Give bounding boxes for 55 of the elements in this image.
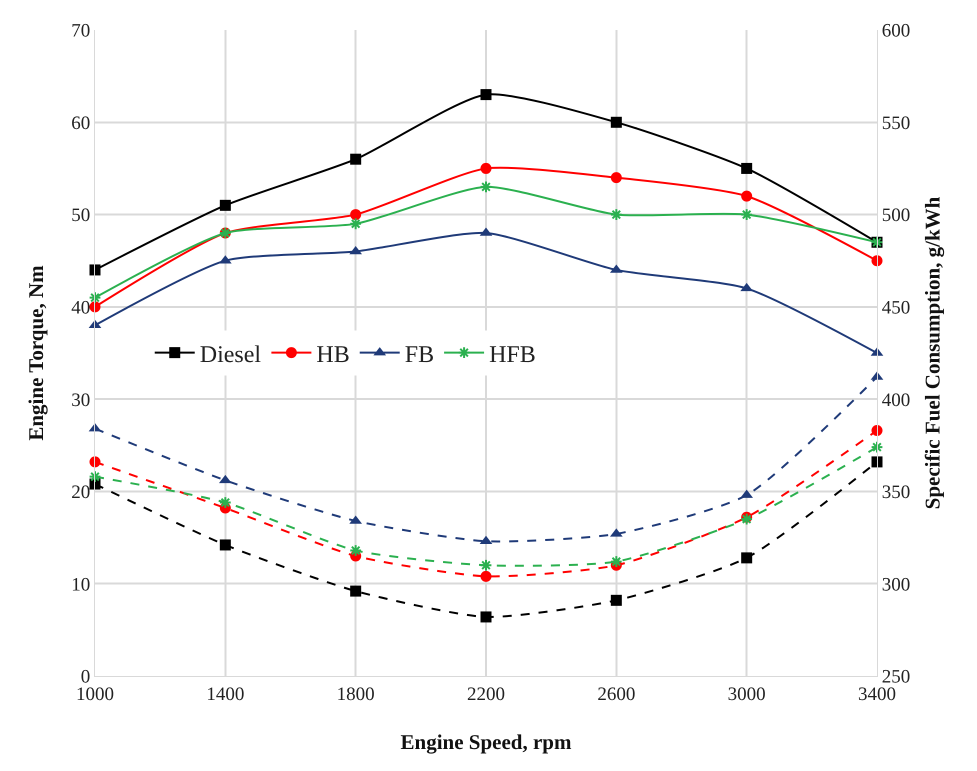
y2-tick-label: 600: [882, 20, 910, 42]
legend-label: HB: [316, 342, 350, 368]
point: [480, 611, 492, 622]
point: [90, 264, 100, 276]
legend-label: Diesel: [200, 342, 262, 368]
y2-tick-label: 500: [882, 205, 910, 226]
y-tick-label: 60: [71, 112, 90, 134]
point: [610, 208, 623, 221]
y2-tick-label: 450: [882, 298, 910, 319]
y-tick-label: 70: [71, 20, 90, 42]
point: [350, 154, 362, 165]
point: [870, 440, 884, 454]
y-axis-title: Engine Torque, Nm: [24, 264, 48, 441]
y-tick-label: 30: [71, 390, 90, 411]
point: [349, 217, 362, 230]
y2-axis-title: Specific Fuel Consumption, g/kWh: [920, 196, 944, 510]
point: [218, 496, 232, 509]
legend-label: HFB: [489, 342, 536, 368]
y-tick-label: 50: [71, 205, 90, 226]
point: [610, 555, 623, 568]
y2-tick-label: 350: [882, 482, 910, 504]
point: [740, 208, 754, 221]
y2-tick-label: 550: [882, 112, 910, 134]
point: [480, 570, 492, 582]
point: [480, 180, 492, 194]
point: [741, 162, 752, 174]
point: [610, 116, 622, 128]
point: [349, 544, 362, 557]
point: [220, 200, 231, 211]
y-tick-label: 40: [71, 298, 90, 319]
point: [220, 539, 231, 550]
point: [740, 512, 754, 526]
point: [872, 456, 882, 468]
y-tick-label: 20: [71, 482, 90, 504]
point: [480, 162, 492, 174]
y2-tick-label: 400: [882, 390, 910, 411]
x-tick-label: 1800: [336, 684, 375, 705]
x-axis-title: Engine Speed, rpm: [400, 730, 572, 754]
y-tick-label: 10: [71, 574, 90, 596]
point: [610, 172, 622, 184]
x-tick-label: 2600: [597, 684, 636, 705]
x-tick-label: 2200: [467, 684, 505, 705]
legend-label: FB: [404, 342, 434, 368]
point: [350, 209, 362, 220]
point: [741, 190, 752, 202]
point: [480, 558, 492, 572]
x-tick-label: 3000: [728, 684, 766, 705]
point: [480, 89, 492, 100]
point: [610, 594, 622, 606]
x-tick-label: 1400: [206, 684, 244, 705]
y2-tick-label: 300: [882, 574, 910, 596]
point: [88, 470, 102, 484]
point: [88, 291, 102, 304]
point: [741, 552, 752, 564]
point: [350, 586, 362, 597]
